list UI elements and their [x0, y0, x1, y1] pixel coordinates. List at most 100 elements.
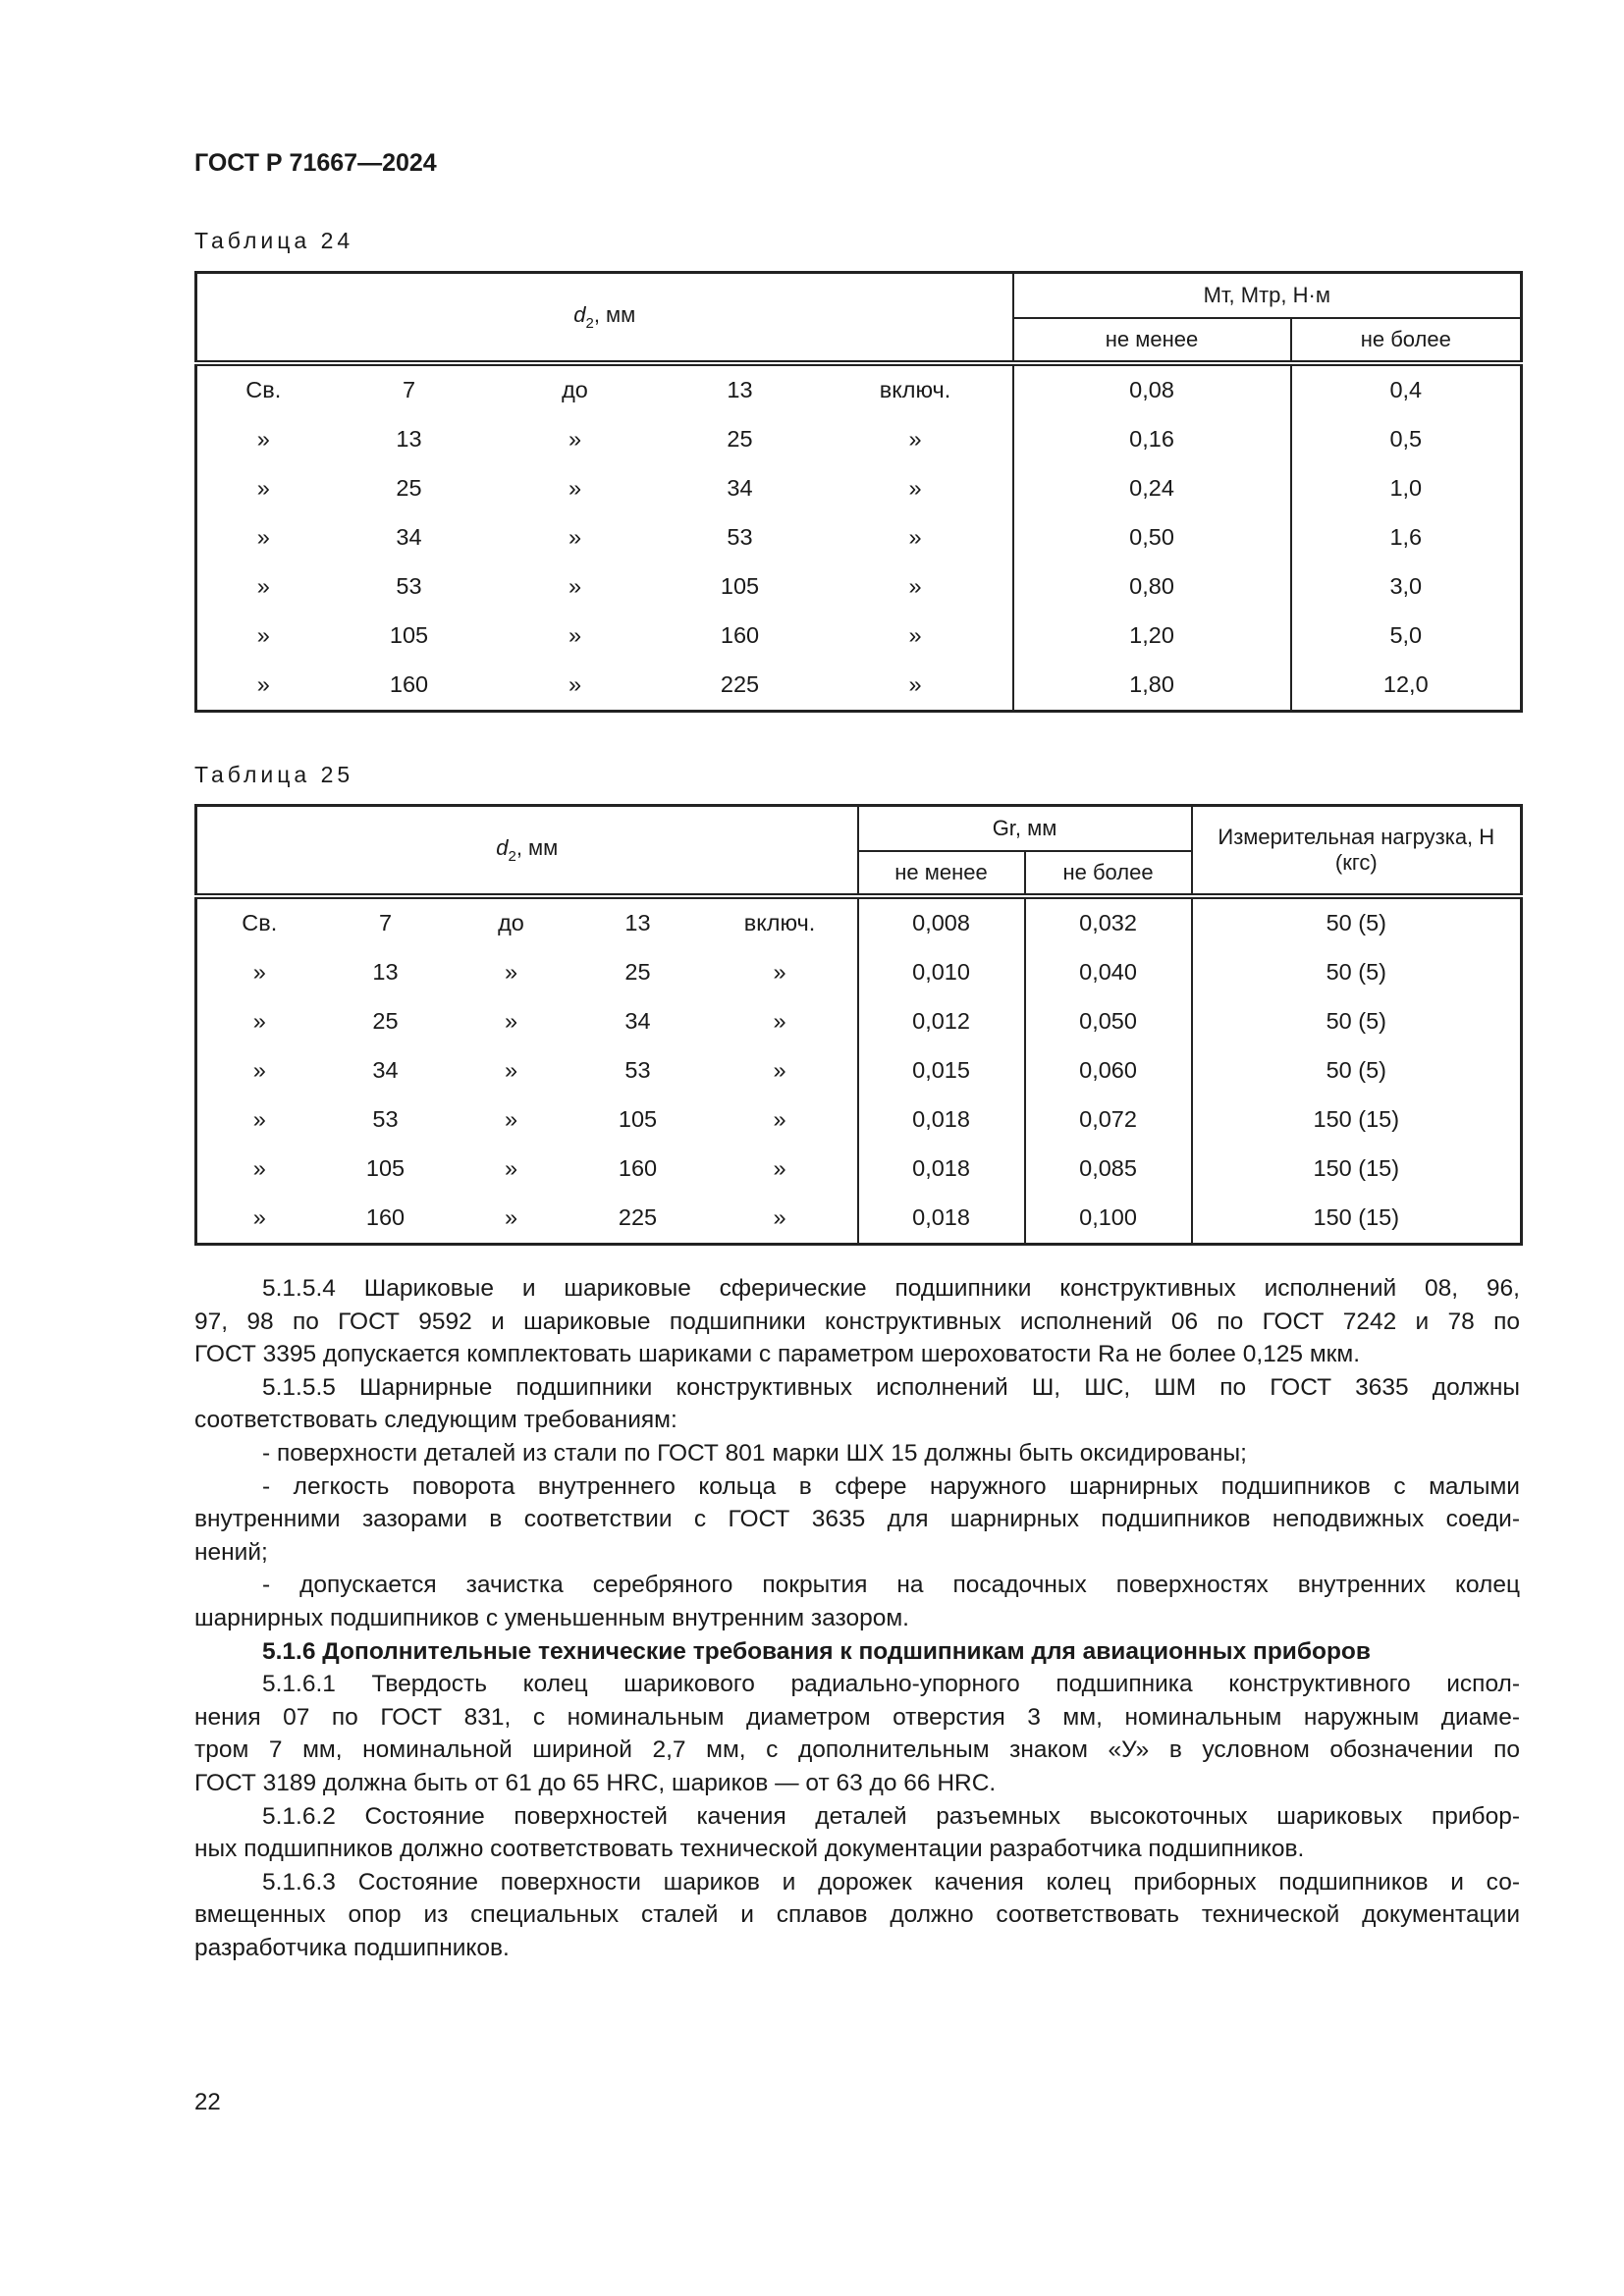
table-row: » 105 » 160 » 0,018 0,085 150 (15) — [196, 1144, 1522, 1194]
table-cell: 0,018 — [856, 1095, 1025, 1145]
table-cell: 0,018 — [856, 1193, 1025, 1244]
text-line: 5.1.5.5 Шарнирные подшипники конструктив… — [262, 1373, 1520, 1401]
text-line: разработчика подшипников. — [194, 1934, 510, 1961]
table-cell: 13 — [396, 426, 422, 452]
table-cell: 150 (15) — [1190, 1144, 1522, 1194]
table-cell: 50 (5) — [1190, 947, 1522, 997]
table-cell: 3,0 — [1289, 561, 1522, 612]
table-cell: 53 — [624, 1057, 651, 1083]
table-cell: » — [568, 671, 582, 697]
text-line: - легкость поворота внутреннего кольца в… — [262, 1472, 1520, 1500]
table-cell: 0,50 — [1011, 512, 1291, 562]
table-cell: 0,012 — [856, 996, 1025, 1046]
table-25: d2, мм Gr, мм Измерительная нагрузка, Н … — [194, 804, 1524, 1246]
table-cell: 34 — [727, 475, 753, 501]
table-cell: 25 — [372, 1008, 399, 1034]
table-cell: » — [504, 1106, 518, 1132]
table-cell: » — [504, 959, 518, 985]
table-cell: 53 — [372, 1106, 399, 1132]
table-cell: » — [256, 671, 270, 697]
table-cell: 0,040 — [1023, 947, 1192, 997]
table-cell: 0,24 — [1011, 463, 1291, 513]
table-cell: » — [908, 671, 922, 697]
table-cell: 1,0 — [1289, 463, 1522, 513]
clearance-header: Gr, мм — [856, 804, 1193, 852]
paragraph: - легкость поворота внутреннего кольца в… — [194, 1470, 1520, 1570]
text-line: - допускается зачистка серебряного покры… — [262, 1572, 1520, 1599]
table-cell: 25 — [624, 959, 651, 985]
table-cell: 0,008 — [856, 895, 1025, 948]
table-cell: 160 — [720, 622, 760, 648]
table-cell: » — [256, 524, 270, 550]
table-cell: » — [773, 1057, 786, 1083]
table-cell: » — [773, 1106, 786, 1132]
text-line: тром 7 мм, номинальной шириной 2,7 мм, с… — [194, 1736, 1520, 1764]
text-line: 5.1.6.2 Состояние поверхностей качения д… — [262, 1802, 1520, 1830]
table-cell: » — [568, 475, 582, 501]
table-cell: » — [504, 1155, 518, 1181]
d2-header: d2, мм — [194, 271, 1014, 366]
table-cell: 0,085 — [1023, 1144, 1192, 1194]
table-cell: » — [256, 622, 270, 648]
text-line: соответствовать следующим требованиям: — [194, 1407, 677, 1434]
table-cell: 0,100 — [1023, 1193, 1192, 1244]
table-cell: 34 — [624, 1008, 651, 1034]
table-cell: Св. — [245, 377, 282, 402]
table-cell: 0,050 — [1023, 996, 1192, 1046]
paragraph: 5.1.5.5 Шарнирные подшипники конструктив… — [194, 1371, 1520, 1437]
table-cell: 1,20 — [1011, 611, 1291, 661]
table-cell: до — [498, 910, 524, 935]
text-line: 5.1.5.4 Шариковые и шариковые сферически… — [262, 1275, 1520, 1302]
table-cell: 160 — [365, 1204, 406, 1230]
table-cell: 0,80 — [1011, 561, 1291, 612]
document-header: ГОСТ Р 71667—2024 — [194, 149, 437, 177]
min-header: не менее — [856, 849, 1026, 899]
table-cell: 0,16 — [1011, 414, 1291, 464]
table-cell: 50 (5) — [1190, 996, 1522, 1046]
table-cell: 25 — [727, 426, 753, 452]
paragraph: - поверхности деталей из стали по ГОСТ 8… — [194, 1437, 1520, 1470]
body-text: 5.1.5.4 Шариковые и шариковые сферически… — [194, 1272, 1520, 1964]
table-cell: » — [773, 1204, 786, 1230]
table-cell: 225 — [618, 1204, 658, 1230]
table-row: » 13 » 25 » 0,16 0,5 — [196, 414, 1522, 464]
table-cell: 50 (5) — [1190, 895, 1522, 948]
table-row: » 105 » 160 » 1,20 5,0 — [196, 611, 1522, 661]
table-cell: 34 — [396, 524, 422, 550]
paragraph: 5.1.6.2 Состояние поверхностей качения д… — [194, 1800, 1520, 1866]
text-line: нений; — [194, 1538, 268, 1566]
table-row: » 25 » 34 » 0,012 0,050 50 (5) — [196, 996, 1522, 1046]
torque-header: Mт, Mтр, Н·м — [1011, 271, 1523, 319]
table-cell: » — [568, 573, 582, 599]
table-row: » 13 » 25 » 0,010 0,040 50 (5) — [196, 947, 1522, 997]
table-cell: 0,4 — [1289, 362, 1522, 415]
table-cell: » — [773, 959, 786, 985]
text-line: ГОСТ 3395 допускается комплектовать шари… — [194, 1341, 1361, 1368]
table-cell: 105 — [618, 1106, 658, 1132]
table-cell: » — [252, 1106, 266, 1132]
max-header: не более — [1023, 849, 1193, 899]
table-row: » 34 » 53 » 0,50 1,6 — [196, 512, 1522, 562]
table-row: Св. 7 до 13 включ. 0,008 0,032 50 (5) — [196, 895, 1522, 948]
text-line: ГОСТ 3189 должна быть от 61 до 65 HRC, ш… — [194, 1769, 997, 1796]
d2-header: d2, мм — [194, 804, 859, 899]
table-cell: » — [908, 622, 922, 648]
table-cell: » — [252, 1155, 266, 1181]
table-cell: 0,060 — [1023, 1045, 1192, 1095]
text-line: 97, 98 по ГОСТ 9592 и шариковые подшипни… — [194, 1308, 1520, 1335]
table-row: » 25 » 34 » 0,24 1,0 — [196, 463, 1522, 513]
text-line: нения 07 по ГОСТ 831, с номинальным диам… — [194, 1703, 1520, 1731]
table-cell: » — [504, 1008, 518, 1034]
table-cell: » — [256, 475, 270, 501]
text-line: - поверхности деталей из стали по ГОСТ 8… — [262, 1439, 1247, 1467]
table-cell: » — [773, 1155, 786, 1181]
table-cell: » — [256, 426, 270, 452]
page-number: 22 — [194, 2089, 221, 2115]
text-line: внутренними зазорами в соответствии с ГО… — [194, 1506, 1520, 1533]
table-row: » 34 » 53 » 0,015 0,060 50 (5) — [196, 1045, 1522, 1095]
table-cell: 0,010 — [856, 947, 1025, 997]
table-cell: 150 (15) — [1190, 1193, 1522, 1244]
table-cell: » — [256, 573, 270, 599]
table-cell: 12,0 — [1289, 660, 1522, 711]
table-cell: » — [504, 1204, 518, 1230]
